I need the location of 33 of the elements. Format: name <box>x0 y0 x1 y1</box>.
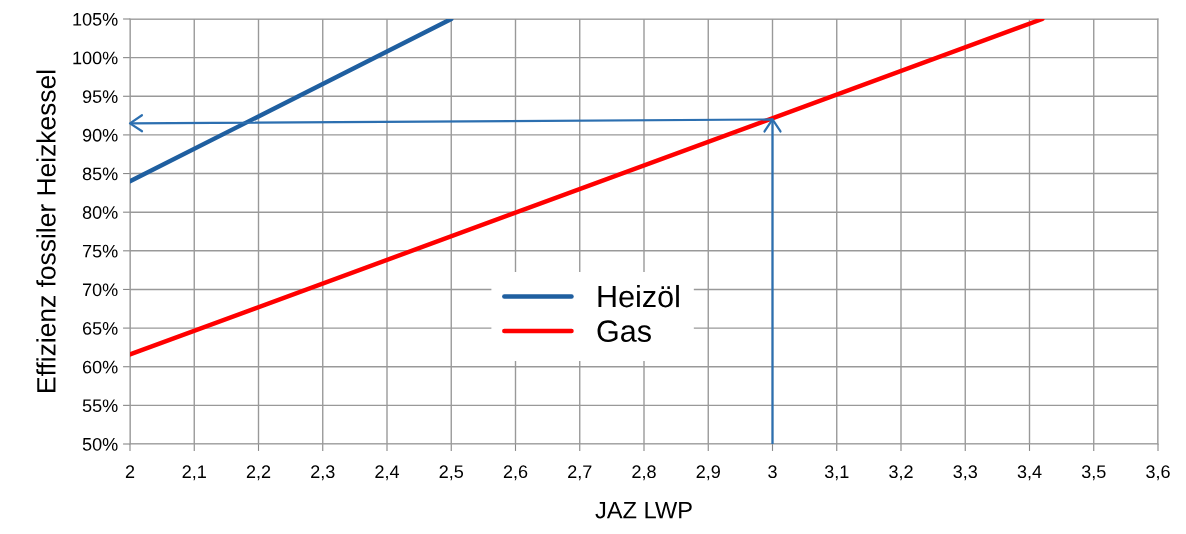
x-tick-label: 3,3 <box>953 465 978 481</box>
x-tick-label: 2,5 <box>439 465 464 481</box>
y-tick-label: 90% <box>82 128 118 142</box>
x-tick-label: 2,2 <box>246 465 271 481</box>
y-tick-label: 70% <box>82 283 118 297</box>
y-tick-label: 55% <box>82 399 118 413</box>
x-tick-label: 2,9 <box>696 465 720 481</box>
x-tick-label: 3,2 <box>889 465 913 481</box>
x-tick-label: 2,8 <box>632 465 656 481</box>
y-tick-label: 105% <box>73 12 118 26</box>
x-tick-label: 2 <box>125 465 135 478</box>
y-tick-label: 60% <box>82 360 118 374</box>
legend-label: Gas <box>597 320 651 342</box>
y-tick-label: 75% <box>82 244 118 258</box>
y-tick-label: 95% <box>82 90 118 103</box>
y-tick-label: 65% <box>82 322 118 335</box>
x-tick-label: 3,4 <box>1017 465 1042 481</box>
x-axis-title: JAZ LWP <box>595 501 692 519</box>
x-tick-label: 3,1 <box>824 465 849 481</box>
y-tick-label: 50% <box>82 437 118 451</box>
x-tick-label: 2,6 <box>503 465 528 481</box>
x-tick-label: 3,6 <box>1146 465 1170 481</box>
y-tick-label: 85% <box>82 167 118 181</box>
x-tick-label: 2,4 <box>375 465 400 481</box>
x-tick-label: 2,1 <box>182 465 206 481</box>
x-tick-label: 2,3 <box>311 465 335 481</box>
x-tick-label: 2,7 <box>568 465 592 481</box>
y-tick-label: 80% <box>82 206 118 219</box>
legend-label: Heizöl <box>598 284 679 308</box>
y-tick-label: 100% <box>73 51 118 65</box>
x-tick-label: 3,5 <box>1081 465 1106 481</box>
y-axis-title: Effizienz fossiler Heizkessel <box>36 70 56 392</box>
x-tick-label: 3 <box>768 465 777 479</box>
